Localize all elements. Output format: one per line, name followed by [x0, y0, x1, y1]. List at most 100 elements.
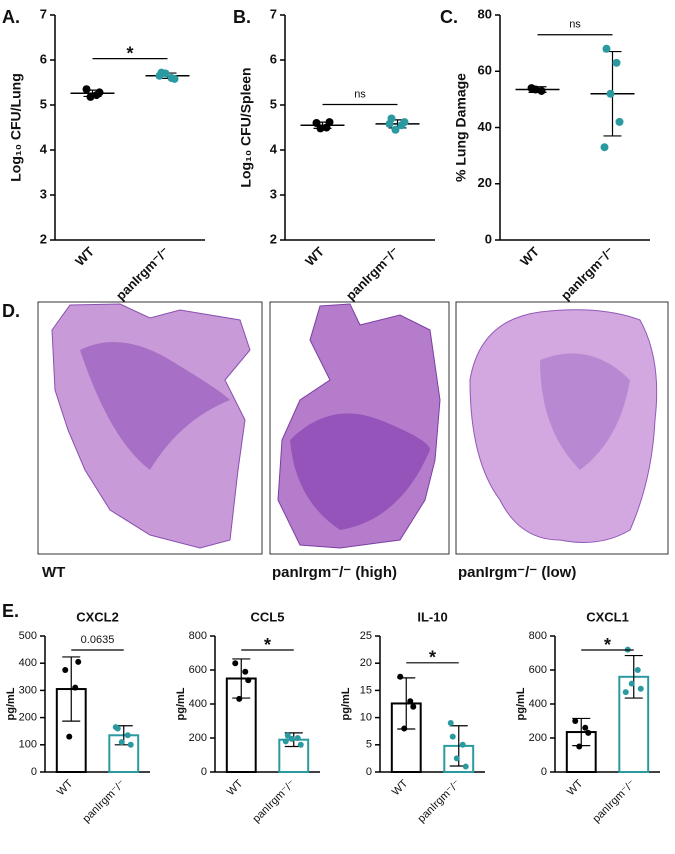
data-point	[242, 668, 249, 675]
x-tick-label: WT	[225, 777, 246, 798]
x-tick-label: panIrgm⁻/⁻	[558, 244, 617, 303]
data-point	[622, 689, 629, 696]
panel-label: A.	[2, 7, 20, 27]
data-point	[66, 733, 73, 740]
data-point	[400, 118, 409, 127]
data-point	[282, 738, 289, 745]
y-tick-label: 10	[360, 712, 372, 724]
data-point	[127, 741, 134, 748]
y-tick-label: 200	[189, 732, 207, 744]
significance-label: *	[126, 43, 133, 63]
data-point	[401, 725, 408, 732]
y-axis-label: pg/mL	[340, 687, 352, 720]
y-axis-label: Log₁₀ CFU/Lung	[8, 73, 24, 182]
data-point	[612, 58, 621, 67]
data-point	[410, 703, 417, 710]
y-tick-label: 25	[360, 630, 372, 642]
data-point	[245, 677, 252, 684]
panel-label: E.	[2, 601, 19, 621]
lung-lesion	[540, 353, 630, 470]
y-tick-label: 20	[360, 657, 372, 669]
y-tick-label: 2	[40, 231, 47, 246]
data-point	[82, 85, 91, 94]
y-axis-label: % Lung Damage	[453, 73, 469, 182]
data-point	[232, 660, 239, 667]
x-tick-label: panIrgm⁻/⁻	[251, 778, 299, 826]
y-tick-label: 600	[529, 664, 547, 676]
y-tick-label: 5	[40, 96, 47, 111]
significance-label: ns	[354, 88, 366, 100]
x-tick-label: panIrgm⁻/⁻	[81, 778, 129, 826]
data-point	[462, 763, 469, 770]
data-point	[118, 739, 125, 746]
y-tick-label: 7	[270, 6, 277, 21]
data-point	[72, 684, 79, 691]
panel-label: D.	[2, 301, 20, 321]
y-axis-label: pg/mL	[5, 687, 17, 720]
data-point	[537, 86, 546, 95]
data-point	[453, 755, 460, 762]
data-point	[628, 680, 635, 687]
y-tick-label: 400	[189, 698, 207, 710]
significance-label: 0.0635	[81, 634, 115, 646]
data-point	[95, 88, 104, 97]
data-point	[585, 729, 592, 736]
y-tick-label: 200	[529, 732, 547, 744]
y-tick-label: 40	[478, 119, 492, 134]
data-point	[391, 125, 400, 134]
data-point	[459, 741, 466, 748]
data-point	[606, 89, 615, 98]
data-point	[288, 735, 295, 742]
lung-section	[469, 309, 658, 543]
histology-panels: D. WT panIrgm⁻/⁻ (high) panIrgm⁻/⁻ (low)	[2, 301, 669, 581]
y-tick-label: 400	[19, 657, 37, 669]
data-point	[236, 695, 243, 702]
data-point	[602, 44, 611, 53]
significance-label: ns	[569, 19, 581, 31]
y-tick-label: 60	[478, 63, 492, 78]
x-tick-label: WT	[72, 244, 97, 269]
data-point	[615, 117, 624, 126]
y-tick-label: 800	[529, 630, 547, 642]
y-tick-label: 15	[360, 684, 372, 696]
image-label: panIrgm⁻/⁻ (low)	[458, 564, 576, 581]
y-tick-label: 7	[40, 6, 47, 21]
significance-label: *	[264, 635, 271, 655]
data-point	[637, 685, 644, 692]
data-point	[576, 743, 583, 750]
data-point	[325, 118, 334, 127]
y-tick-label: 20	[478, 175, 492, 190]
y-tick-label: 800	[189, 630, 207, 642]
y-tick-label: 100	[19, 739, 37, 751]
chart-title: CCL5	[251, 609, 285, 624]
significance-label: *	[604, 635, 611, 655]
y-tick-label: 2	[270, 231, 277, 246]
image-label: WT	[42, 564, 65, 581]
data-point	[600, 143, 609, 152]
y-tick-label: 400	[529, 698, 547, 710]
data-point	[316, 124, 325, 133]
x-tick-label: WT	[517, 244, 542, 269]
data-point	[294, 735, 301, 741]
y-tick-label: 0	[201, 766, 207, 778]
data-point	[75, 658, 82, 665]
y-tick-label: 5	[270, 96, 277, 111]
lung-lesion	[290, 413, 430, 530]
y-tick-label: 5	[366, 739, 372, 751]
data-point	[297, 741, 304, 748]
chart-title: IL-10	[417, 609, 447, 624]
x-tick-label: panIrgm⁻/⁻	[113, 244, 172, 303]
panel-label: B.	[233, 7, 251, 27]
y-axis-label: pg/mL	[175, 687, 187, 720]
data-point	[161, 69, 170, 78]
x-tick-label: panIrgm⁻/⁻	[343, 244, 402, 303]
image-label: panIrgm⁻/⁻ (high)	[272, 564, 397, 581]
significance-label: *	[429, 648, 436, 668]
x-tick-label: WT	[55, 777, 76, 798]
y-tick-label: 0	[31, 766, 37, 778]
data-point	[572, 718, 579, 724]
y-axis-label: pg/mL	[515, 687, 527, 720]
data-point	[582, 724, 589, 731]
data-point	[170, 74, 179, 83]
